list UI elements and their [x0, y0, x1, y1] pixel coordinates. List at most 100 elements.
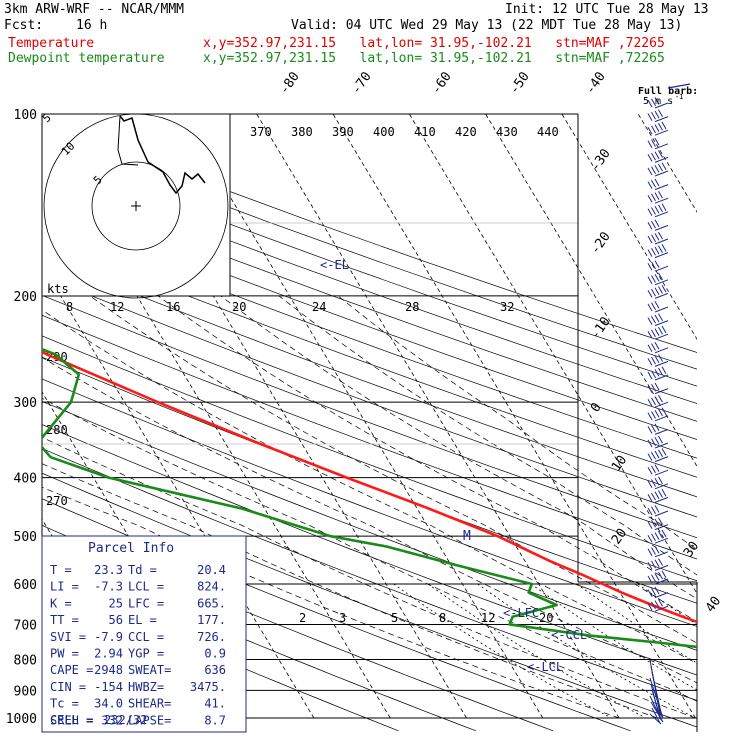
parcel-info-d: 8.7	[204, 713, 226, 727]
temperature-tick-label: 40	[703, 594, 724, 615]
parcel-info-title: Parcel Info	[88, 541, 174, 556]
parcel-info-b: -7.3	[94, 580, 123, 594]
model-title: 3km ARW-WRF -- NCAR/MMM	[4, 2, 185, 17]
hodograph-ring-outer	[43, 113, 229, 299]
isotherm-line	[408, 114, 697, 595]
pressure-tick-label: 700	[14, 618, 37, 633]
temperature-tick-label: -30	[588, 146, 614, 174]
temperature-tick-label: 20	[609, 526, 630, 547]
isotherm-line	[715, 114, 740, 718]
parcel-info-d: 0.9	[204, 647, 226, 661]
wind-barb	[654, 428, 669, 435]
pressure-tick-label: 400	[14, 472, 37, 487]
valid-time: Valid: 04 UTC Wed 29 May 13 (22 MDT Tue …	[291, 18, 683, 33]
wind-barb	[654, 415, 669, 422]
pressure-tick-label: 600	[14, 578, 37, 593]
parcel-info-c: HWBZ=	[128, 680, 164, 694]
dry-adiabat-line	[42, 184, 697, 422]
temperature-tick-label: -60	[429, 69, 455, 97]
wind-barb	[654, 320, 669, 327]
wind-barb	[654, 605, 669, 612]
parcel-info-a: K =	[50, 596, 72, 610]
hodograph-speed-label: 12	[110, 300, 124, 314]
parcel-info-c: YGP =	[128, 647, 164, 661]
el-marker: <-EL	[320, 258, 349, 272]
hodograph-trace	[119, 115, 206, 195]
parcel-info-a: TT =	[50, 613, 79, 627]
forecast-hour: 16 h	[76, 18, 108, 33]
isotherm-line	[0, 114, 9, 718]
wind-barb	[649, 677, 664, 719]
mixing-ratio-label: 8	[439, 611, 446, 625]
theta-label: 430	[496, 125, 518, 139]
parcel-info-b: 25	[109, 596, 123, 610]
parcel-info-box	[41, 535, 247, 733]
pressure-tick-label: 900	[14, 684, 37, 699]
wind-barb	[654, 116, 669, 123]
wind-barb	[654, 279, 669, 286]
wind-barb	[654, 592, 669, 599]
dry-adiabat-line	[42, 275, 697, 518]
forecast-label: Fcst:	[4, 18, 44, 33]
moist-adiabat-line	[220, 295, 697, 600]
wind-barb	[654, 238, 669, 245]
wind-barb	[654, 347, 669, 354]
temperature-tick-label: 0	[588, 400, 605, 415]
wind-barb	[654, 564, 669, 571]
parcel-info-d: 665.	[197, 596, 226, 610]
parcel-info-b: 56	[109, 613, 123, 627]
moist-adiabat-line	[278, 295, 697, 576]
wind-barb	[654, 537, 669, 544]
temperature-tick-label: -80	[277, 69, 303, 97]
theta-label: 400	[373, 125, 395, 139]
theta-label: 380	[291, 125, 313, 139]
parcel-info-b: 332	[101, 713, 123, 727]
parcel-info-c: LAPSE=	[128, 713, 171, 727]
temperature-profile	[42, 350, 697, 624]
barb-legend: Full barb: 5 m s -1	[638, 83, 698, 107]
isotherm-line	[256, 114, 620, 719]
mixing-ratio-line	[477, 583, 696, 719]
wind-barb	[649, 713, 662, 725]
isotherm-line	[332, 114, 696, 719]
isotherm-line	[103, 114, 467, 719]
hodograph-speed-label: 16	[166, 300, 180, 314]
wind-barb	[654, 197, 669, 204]
parcel-cell-value: 232/32	[104, 713, 147, 727]
dry-adiabat-line	[42, 472, 697, 728]
isotherm-line	[42, 136, 391, 719]
moist-adiabat-line	[337, 295, 697, 550]
wind-barb	[654, 156, 669, 163]
wind-barb	[654, 224, 669, 231]
temperature-tick-label: 10	[609, 453, 630, 474]
theta-label: 410	[414, 125, 436, 139]
dry-adiabat-line	[42, 448, 697, 701]
parcel-info-a: CAPE =	[50, 663, 93, 677]
hodograph-units: kts	[47, 282, 69, 296]
temperature-legend: Temperature	[8, 36, 95, 51]
dry-adiabat-line	[42, 256, 697, 498]
dry-adiabat-line	[42, 378, 697, 627]
parcel-info-a: LI =	[50, 580, 79, 594]
hodograph-speed-label: 24	[312, 300, 326, 314]
hodograph-speed-label: 32	[500, 300, 514, 314]
parcel-info-d: 41.	[204, 697, 226, 711]
wind-barb	[654, 401, 669, 408]
temperature-tick-label: 30	[681, 539, 702, 560]
mixing-ratio-label: 20	[539, 611, 553, 625]
temperature-location: x,y=352.97,231.15 lat,lon= 31.95,-102.21…	[203, 36, 665, 51]
mixing-ratio-label: 12	[481, 611, 495, 625]
temperature-tick-label: -70	[349, 69, 375, 97]
mixing-ratio-line	[427, 583, 646, 719]
parcel-info-c: SHEAR=	[128, 697, 171, 711]
wind-barb	[654, 456, 669, 463]
wind-barb	[654, 374, 669, 381]
wind-barb	[654, 143, 669, 150]
wind-barb	[654, 211, 669, 218]
parcel-info-d: 177.	[197, 613, 226, 627]
parcel-info-a: SREH =	[50, 713, 93, 727]
wind-barb	[654, 129, 669, 136]
dry-adiabat-line	[42, 314, 697, 560]
dewpoint-legend: Dewpoint temperature	[8, 51, 165, 66]
mixing-ratio-label: 3	[339, 611, 346, 625]
